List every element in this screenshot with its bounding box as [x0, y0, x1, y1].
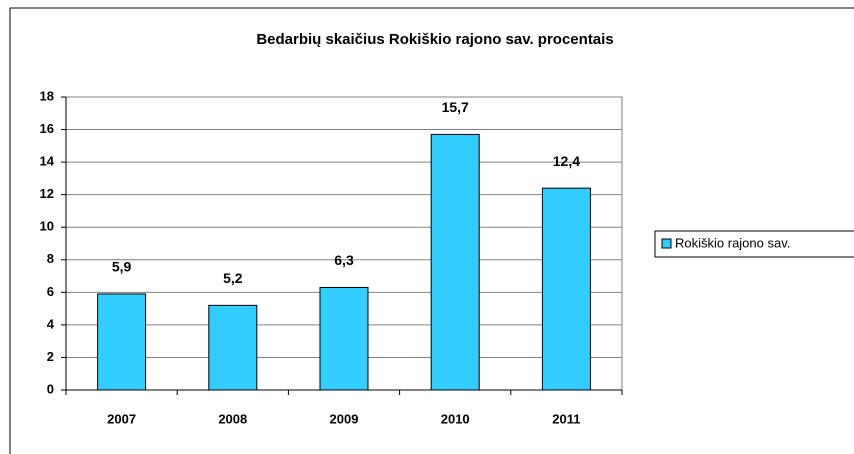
x-tick-label: 2007 [107, 411, 136, 426]
y-tick-label: 8 [47, 251, 54, 266]
y-tick-label: 6 [47, 284, 54, 299]
bar [97, 293, 147, 391]
legend-swatch [661, 238, 672, 249]
chart-title: Bedarbių skaičius Rokiškio rajono sav. p… [256, 31, 613, 48]
y-tick-label: 12 [40, 186, 54, 201]
x-tick-label: 2011 [552, 411, 580, 426]
y-tick-label: 10 [40, 219, 54, 234]
data-label: 5,9 [112, 259, 132, 275]
data-label: 15,7 [442, 99, 469, 115]
x-tick-label: 2010 [441, 411, 470, 426]
data-label: 12,4 [553, 153, 580, 169]
y-tick-label: 2 [47, 349, 54, 364]
y-tick-label: 14 [40, 154, 55, 169]
y-tick-label: 0 [47, 381, 54, 396]
bar [541, 187, 591, 391]
y-tick-label: 16 [40, 121, 54, 136]
data-label: 5,2 [223, 270, 243, 286]
data-label: 6,3 [334, 252, 354, 268]
y-tick-label: 4 [47, 316, 55, 331]
bar [430, 133, 480, 391]
y-tick-label: 18 [40, 88, 54, 103]
bar [319, 286, 369, 391]
legend-box [654, 230, 854, 258]
x-tick-label: 2008 [218, 411, 247, 426]
legend-label: Rokiškio rajono sav. [675, 235, 790, 250]
bar [208, 304, 258, 391]
x-tick-label: 2009 [330, 411, 359, 426]
